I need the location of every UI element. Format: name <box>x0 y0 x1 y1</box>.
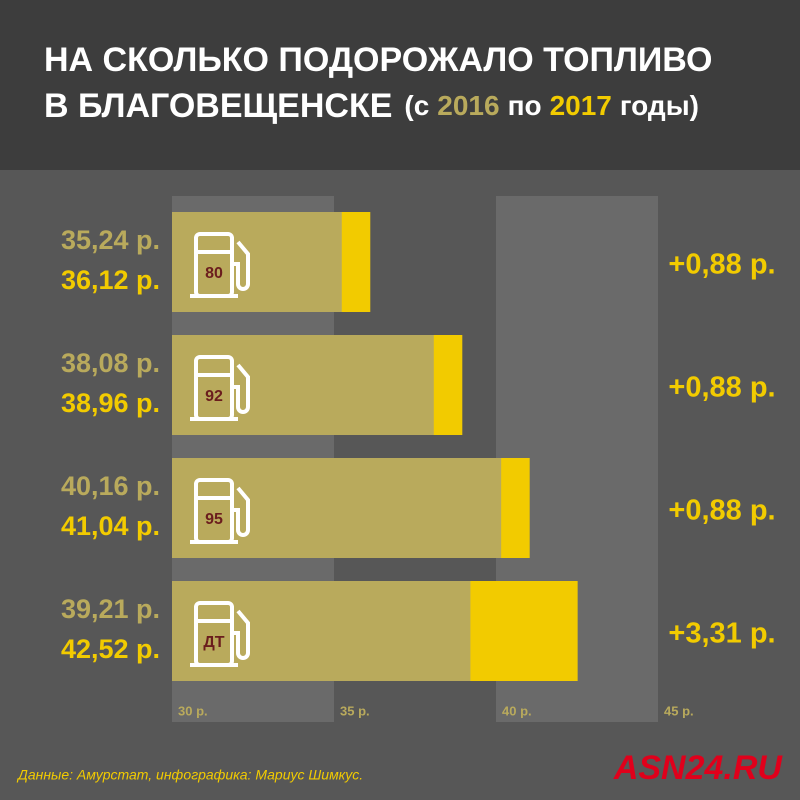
value-label: 42,52 р. <box>61 634 160 664</box>
header <box>0 0 800 170</box>
value-label: 35,24 р. <box>61 225 160 255</box>
subtitle: по <box>508 90 542 121</box>
value-label: 36,12 р. <box>61 265 160 295</box>
subtitle: годы) <box>620 90 699 121</box>
chart-title: В БЛАГОВЕЩЕНСКЕ (с 2016 по 2017 годы) <box>44 87 699 125</box>
x-tick-label: 45 р. <box>664 703 694 718</box>
subtitle: (с <box>404 90 429 121</box>
pump-icon <box>232 486 250 537</box>
value-label: 41,04 р. <box>61 511 160 541</box>
pump-icon <box>232 609 250 660</box>
x-tick-label: 30 р. <box>178 703 208 718</box>
pump-icon <box>232 363 250 414</box>
pump-icon <box>232 240 250 291</box>
value-label: 40,16 р. <box>61 471 160 501</box>
category-label: 80 <box>205 265 223 282</box>
category-label: 95 <box>205 511 223 528</box>
value-label: 38,08 р. <box>61 348 160 378</box>
value-label: 38,96 р. <box>61 388 160 418</box>
difference-label: +0,88 р. <box>668 495 775 527</box>
source: Данные: Амурстат, инфографика: Мариус Ши… <box>16 767 363 783</box>
difference-label: +0,88 р. <box>668 249 775 281</box>
chart-title: НА СКОЛЬКО ПОДОРОЖАЛО ТОПЛИВО <box>44 41 712 79</box>
subtitle-year: 2016 <box>437 90 499 121</box>
category-label: ДТ <box>203 634 224 651</box>
subtitle-year: 2017 <box>550 90 612 121</box>
difference-label: +0,88 р. <box>668 372 775 404</box>
logo: ASN24.RU <box>613 749 784 787</box>
x-tick-label: 35 р. <box>340 703 370 718</box>
difference-label: +3,31 р. <box>668 618 775 650</box>
chart-title: В БЛАГОВЕЩЕНСКЕ <box>44 87 392 125</box>
category-label: 92 <box>205 388 223 405</box>
value-label: 39,21 р. <box>61 594 160 624</box>
x-tick-label: 40 р. <box>502 703 532 718</box>
